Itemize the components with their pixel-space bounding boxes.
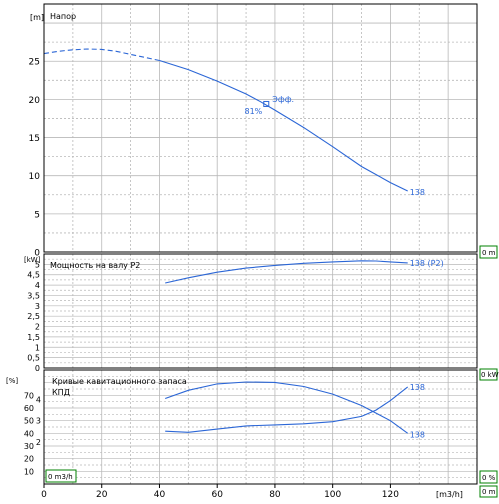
efficiency-point-marker bbox=[263, 100, 270, 107]
efficiency-label: Эфф. bbox=[272, 95, 294, 104]
efficiency-curve-end-label: 138 bbox=[410, 430, 425, 439]
head-y-tick-label: 15 bbox=[29, 134, 40, 144]
x-tick-label: 20 bbox=[96, 490, 108, 500]
efficiency-panel-subtitle: КПД bbox=[52, 388, 70, 397]
head-panel-title: Напор bbox=[50, 12, 76, 21]
efficiency-y-tick-label: 60 bbox=[24, 404, 34, 413]
x-axis-label: [m3/h] bbox=[436, 490, 463, 499]
power-y-axis-label: [kW] bbox=[24, 256, 41, 264]
head-y-tick-label: 0 bbox=[34, 249, 40, 259]
x-tick-label: 0 bbox=[41, 490, 47, 500]
corner-marker: 0 m bbox=[479, 485, 498, 498]
corner-marker-text: 0 m bbox=[482, 488, 496, 496]
power-panel-frame bbox=[43, 253, 478, 369]
efficiency-panel-frame bbox=[43, 369, 478, 485]
power-y-tick-label: 3,5 bbox=[27, 291, 40, 300]
head-y-tick-label: 10 bbox=[29, 172, 41, 182]
power-y-tick-label: 5 bbox=[35, 260, 40, 269]
npsh-y-tick-label: 4 bbox=[36, 396, 41, 405]
head-y-tick-label: 5 bbox=[34, 210, 40, 220]
head-curve-solid bbox=[159, 59, 408, 192]
head-right-marker: 0 m bbox=[479, 245, 498, 259]
efficiency-y-tick-label: 50 bbox=[24, 417, 34, 426]
x-tick-label: 80 bbox=[269, 490, 281, 500]
efficiency-right-marker: 0 % bbox=[479, 470, 498, 484]
power-y-tick-label: 3 bbox=[35, 302, 40, 311]
power-y-tick-label: 1 bbox=[35, 343, 40, 352]
power-y-tick-label: 0,5 bbox=[27, 354, 40, 363]
npsh-panel-title: Кривые кавитационного запаса bbox=[52, 377, 187, 386]
corner-marker-box bbox=[479, 485, 498, 498]
npsh-curve-end-label: 138 bbox=[410, 383, 425, 392]
efficiency-y-tick-label: 20 bbox=[24, 455, 34, 464]
power-right-marker-box bbox=[479, 368, 498, 381]
power-y-tick-label: 2 bbox=[35, 323, 40, 332]
flow-left-marker: 0 m3/h bbox=[45, 469, 77, 483]
efficiency-y-tick-label: 30 bbox=[24, 442, 34, 451]
npsh-y-tick-label: 2 bbox=[36, 438, 41, 447]
efficiency-y-tick-label: 10 bbox=[24, 467, 34, 476]
efficiency-value: 81% bbox=[244, 107, 262, 116]
efficiency-y-tick-label: 70 bbox=[24, 391, 34, 400]
power-right-marker-text: 0 kW bbox=[481, 371, 499, 379]
power-right-marker: 0 kW bbox=[479, 368, 499, 381]
efficiency-y-axis-label: [%] bbox=[6, 377, 18, 385]
power-y-tick-label: 0 bbox=[35, 364, 40, 373]
power-y-tick-label: 1,5 bbox=[27, 333, 40, 342]
flow-left-marker-text: 0 m3/h bbox=[48, 473, 73, 481]
efficiency-right-marker-text: 0 % bbox=[482, 474, 496, 482]
power-curve bbox=[165, 260, 408, 284]
efficiency-right-marker-box bbox=[479, 470, 498, 484]
x-tick-label: 60 bbox=[211, 490, 223, 500]
power-y-tick-label: 2,5 bbox=[27, 312, 40, 321]
x-tick-label: 120 bbox=[382, 490, 399, 500]
x-tick-label: 40 bbox=[154, 490, 166, 500]
npsh-y-tick-label: 3 bbox=[36, 417, 41, 426]
flow-left-marker-box bbox=[45, 469, 77, 483]
efficiency-y-tick-label: 40 bbox=[24, 429, 34, 438]
head-right-marker-box bbox=[479, 245, 498, 259]
head-y-axis-label: [m] bbox=[30, 13, 44, 22]
head-curve-end-label: 138 bbox=[410, 188, 425, 197]
head-y-tick-label: 25 bbox=[29, 58, 40, 68]
power-panel-title: Мощность на валу P2 bbox=[50, 261, 140, 270]
head-curve-dashed bbox=[43, 48, 160, 62]
head-y-tick-label: 20 bbox=[29, 96, 41, 106]
x-tick-label: 100 bbox=[324, 490, 341, 500]
power-curve-end-label: 138 (P2) bbox=[410, 259, 444, 268]
npsh-curve bbox=[165, 386, 409, 433]
power-y-tick-label: 4,5 bbox=[27, 271, 40, 280]
head-panel-frame bbox=[43, 3, 478, 253]
head-right-marker-text: 0 m bbox=[482, 249, 496, 257]
efficiency-curve bbox=[165, 381, 409, 434]
power-y-tick-label: 4 bbox=[35, 281, 40, 290]
